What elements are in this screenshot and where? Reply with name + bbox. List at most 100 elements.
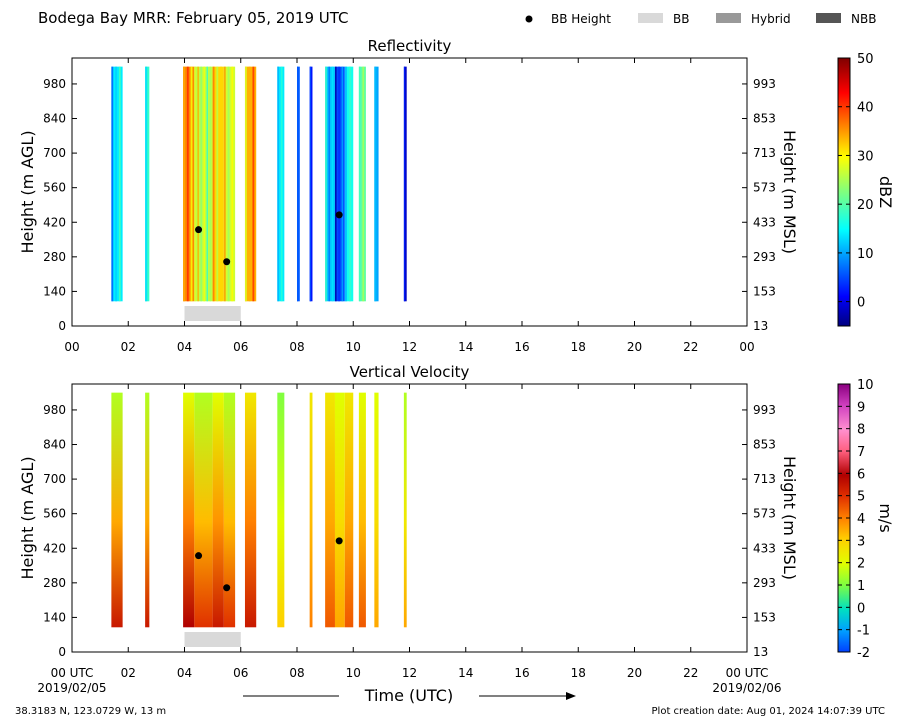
y2-tick-label: 13 — [753, 319, 768, 333]
data-streak — [344, 66, 347, 302]
y-tick-label: 140 — [43, 610, 66, 624]
colorbar-tick-label: 1 — [857, 579, 865, 594]
x-tick-label: 22 — [683, 666, 698, 680]
y-tick-label: 420 — [43, 215, 66, 229]
data-column — [183, 392, 195, 628]
x-tick-label: 00 UTC — [51, 666, 94, 680]
y2-tick-label: 153 — [753, 610, 776, 624]
data-column — [344, 392, 354, 628]
legend-patch-nbb — [816, 13, 841, 23]
data-column — [244, 392, 257, 628]
colorbar-label: m/s — [876, 503, 895, 532]
data-column — [145, 392, 150, 628]
data-streak — [374, 66, 377, 302]
x-tick-label: 02 — [121, 340, 136, 354]
bright-band-type-bar — [184, 306, 241, 321]
colorbar-tick-label: 4 — [857, 512, 865, 527]
legend-label-bb: BB — [673, 12, 689, 26]
y2-tick-label: 853 — [753, 112, 776, 126]
x-tick-label: 20 — [627, 666, 642, 680]
y-axis-label: Height (m AGL) — [18, 456, 37, 579]
y2-tick-label: 433 — [753, 215, 776, 229]
colorbar-tick-label: 7 — [857, 445, 865, 460]
x-tick-label: 16 — [514, 666, 529, 680]
colorbar-tick-label: -1 — [857, 624, 870, 639]
y2-axis-label: Height (m MSL) — [780, 456, 799, 580]
footer: 2019/02/05 2019/02/06 Time (UTC) 38.3183… — [15, 681, 885, 717]
colorbar-tick-label: 6 — [857, 467, 865, 482]
x-tick-label: 04 — [177, 666, 192, 680]
y-tick-label: 840 — [43, 112, 66, 126]
data-streak — [244, 66, 247, 302]
data-streak — [309, 66, 312, 302]
colorbar-tick-label: 0 — [857, 601, 865, 616]
data-streak — [197, 66, 199, 302]
x-tick-label: 14 — [458, 666, 473, 680]
data-column — [403, 392, 407, 628]
data-streak — [280, 66, 283, 302]
bright-band-height-marker — [195, 226, 203, 234]
data-streak — [334, 66, 337, 302]
y2-tick-label: 573 — [753, 507, 776, 521]
y2-tick-label: 293 — [753, 250, 776, 264]
data-column — [374, 392, 379, 628]
x-tick-label: 12 — [402, 666, 417, 680]
x-tick-label: 18 — [571, 340, 586, 354]
data-streak — [349, 66, 352, 302]
y-tick-label: 0 — [58, 645, 66, 659]
start-date-label: 2019/02/05 — [37, 681, 106, 695]
colorbar-tick-label: 0 — [857, 296, 865, 311]
y-axis-label: Height (m AGL) — [18, 130, 37, 253]
x-tick-label: 16 — [514, 340, 529, 354]
x-tick-label: 20 — [627, 340, 642, 354]
colorbar-tick-label: 30 — [857, 149, 874, 164]
data-column — [309, 392, 313, 628]
data-streak — [362, 66, 365, 302]
data-columns — [111, 66, 407, 302]
bright-band-type-bar — [184, 632, 241, 647]
data-streak — [341, 66, 344, 302]
colorbar-tick-label: 40 — [857, 101, 874, 116]
colorbar-tick-label: 20 — [857, 198, 874, 213]
data-streak — [223, 66, 226, 302]
data-streak — [325, 66, 327, 302]
y-tick-label: 280 — [43, 576, 66, 590]
y2-tick-label: 13 — [753, 645, 768, 659]
data-column — [325, 392, 335, 628]
data-streak — [297, 66, 299, 302]
legend-patch-hybrid — [716, 13, 741, 23]
data-streak — [252, 66, 255, 302]
x-tick-label: 08 — [289, 666, 304, 680]
x-tick-label: 06 — [233, 340, 248, 354]
y2-tick-label: 993 — [753, 403, 776, 417]
x-tick-label: 06 — [233, 666, 248, 680]
y-tick-label: 0 — [58, 319, 66, 333]
colorbar-tick-label: 5 — [857, 490, 865, 505]
data-streak — [194, 66, 196, 302]
y2-tick-label: 153 — [753, 284, 776, 298]
data-streak — [115, 66, 117, 302]
y-tick-label: 140 — [43, 284, 66, 298]
colorbar-label: dBZ — [876, 176, 895, 208]
bright-band-height-marker — [335, 211, 343, 219]
y-tick-label: 980 — [43, 77, 66, 91]
data-streak — [231, 66, 234, 302]
x-tick-label: 10 — [346, 666, 361, 680]
x-tick-label: 02 — [121, 666, 136, 680]
bright-band-height-marker — [223, 258, 231, 266]
y-tick-label: 700 — [43, 472, 66, 486]
data-streak — [111, 66, 114, 302]
x-tick-label: 14 — [458, 340, 473, 354]
panel-title: Reflectivity — [368, 37, 452, 55]
data-streak — [331, 66, 334, 302]
data-streak — [145, 66, 148, 302]
plot-creation-date: Plot creation date: Aug 01, 2024 14:07:3… — [652, 706, 885, 717]
x-tick-label: 10 — [346, 340, 361, 354]
y-tick-label: 420 — [43, 541, 66, 555]
colorbar-tick-label: 10 — [857, 247, 874, 262]
x-tick-label: 12 — [402, 340, 417, 354]
x-axis-label: Time (UTC) — [364, 686, 453, 705]
